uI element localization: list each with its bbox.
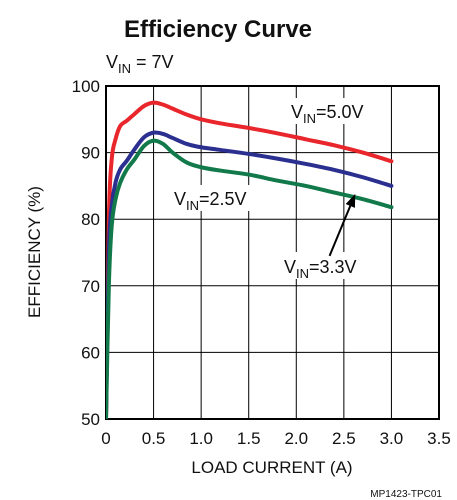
series-label-vin-2-5v: VIN=2.5V (170, 185, 265, 213)
chart-subtitle: VIN = 7V (106, 52, 174, 76)
y-tick-label: 90 (81, 144, 100, 163)
series-line-1 (106, 130, 394, 419)
x-tick-labels: 0 0.5 1.0 1.5 2.0 2.5 3.0 3.5 (101, 429, 451, 448)
y-tick-labels: 50 60 70 80 90 100 (72, 77, 100, 429)
y-tick-label: 50 (81, 410, 100, 429)
plot-frame (105, 85, 440, 420)
series-label-vin-5v: VIN=5.0V (287, 98, 382, 126)
x-axis-label: LOAD CURRENT (A) (191, 458, 352, 477)
y-axis-label: EFFICIENCY (%) (25, 186, 44, 318)
arrow-shaft (328, 205, 352, 257)
series-line-0 (106, 100, 394, 419)
y-tick-label: 70 (81, 277, 100, 296)
series-layer (106, 100, 394, 419)
svg-text:VIN=3.3V: VIN=3.3V (284, 257, 357, 281)
x-tick-label: 2.5 (332, 429, 356, 448)
x-tick-label: 3.0 (380, 429, 404, 448)
series-line-2 (106, 138, 394, 419)
y-tick-label: 100 (72, 77, 100, 96)
y-tick-label: 60 (81, 343, 100, 362)
svg-text:VIN=2.5V: VIN=2.5V (174, 189, 247, 213)
grid (106, 86, 439, 419)
x-tick-label: 1.0 (189, 429, 213, 448)
figure-id: MP1423-TPC01 (370, 489, 442, 500)
chart-title: Efficiency Curve (124, 16, 312, 43)
x-tick-label: 0 (101, 429, 110, 448)
x-tick-label: 1.5 (237, 429, 261, 448)
y-tick-label: 80 (81, 210, 100, 229)
arrow-head (345, 193, 356, 208)
x-tick-label: 0.5 (142, 429, 166, 448)
x-tick-label: 2.0 (284, 429, 308, 448)
svg-text:VIN=5.0V: VIN=5.0V (291, 102, 364, 126)
x-tick-label: 3.5 (427, 429, 451, 448)
series-label-vin-3-3v: VIN=3.3V (279, 252, 379, 281)
annotation-arrow (328, 193, 356, 257)
